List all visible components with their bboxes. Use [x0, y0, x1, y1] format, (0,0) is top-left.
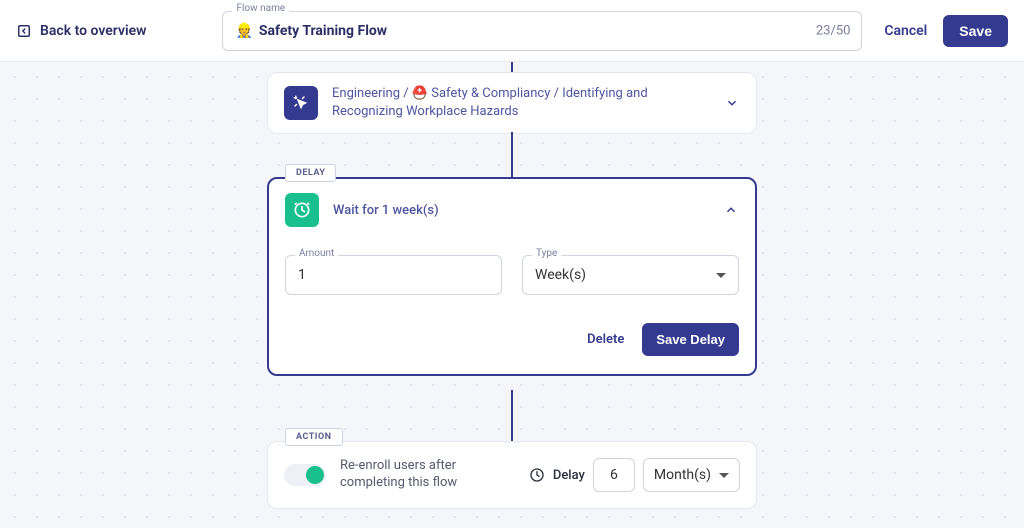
delay-header: Wait for 1 week(s): [269, 179, 755, 237]
amount-label: Amount: [295, 248, 338, 259]
amount-value: 1: [298, 267, 306, 283]
back-label: Back to overview: [40, 23, 146, 39]
amount-input[interactable]: 1: [285, 255, 502, 295]
type-label: Type: [532, 248, 561, 259]
amount-field[interactable]: Amount 1: [285, 255, 502, 295]
delay-value-input[interactable]: 6: [593, 458, 635, 492]
enroll-card[interactable]: Engineering / ⛑️ Safety & Compliancy / I…: [267, 72, 757, 134]
delay-unit: Month(s): [654, 467, 711, 483]
clock-small-icon: [529, 467, 545, 483]
flow-name-label: Flow name: [232, 3, 289, 14]
dropdown-icon: [716, 273, 726, 278]
enroll-row: Engineering / ⛑️ Safety & Compliancy / I…: [268, 73, 756, 133]
action-delay-controls: Delay 6 Month(s): [529, 458, 740, 492]
toggle-knob: [306, 466, 324, 484]
enroll-text: Engineering / ⛑️ Safety & Compliancy / I…: [332, 85, 710, 121]
header-actions: Cancel Save: [884, 15, 1008, 47]
delay-value: 6: [610, 467, 618, 483]
flow-name-emoji: 👷: [235, 23, 252, 39]
delay-card: Wait for 1 week(s) Amount 1 Type Week(s): [267, 177, 757, 376]
cancel-button[interactable]: Cancel: [884, 23, 927, 39]
chevron-up-icon[interactable]: [723, 202, 739, 218]
chevron-down-icon[interactable]: [724, 95, 740, 111]
helmet-icon: ⛑️: [412, 86, 428, 101]
action-text: Re-enroll users after completing this fl…: [340, 458, 515, 492]
delay-tag: DELAY: [285, 164, 336, 182]
action-tag: ACTION: [285, 428, 343, 446]
flow-name-field[interactable]: Flow name 👷 Safety Training Flow 23/50: [222, 11, 862, 51]
delay-fields: Amount 1 Type Week(s): [269, 237, 755, 303]
action-row: Re-enroll users after completing this fl…: [268, 442, 756, 508]
arrow-left-icon: [16, 23, 32, 39]
action-card: Re-enroll users after completing this fl…: [267, 441, 757, 509]
clock-icon: [285, 193, 319, 227]
flow-name-input[interactable]: 👷 Safety Training Flow: [222, 11, 862, 51]
delay-unit-select[interactable]: Month(s): [643, 458, 740, 492]
dropdown-icon: [719, 473, 729, 478]
cursor-click-icon: [284, 86, 318, 120]
connector-line: [511, 132, 513, 180]
delete-button[interactable]: Delete: [587, 332, 624, 347]
connector-line: [511, 390, 513, 445]
flow-name-counter: 23/50: [816, 23, 851, 38]
enroll-prefix: Engineering /: [332, 86, 412, 101]
save-button[interactable]: Save: [943, 15, 1008, 47]
back-to-overview-link[interactable]: Back to overview: [16, 23, 146, 39]
reenroll-toggle[interactable]: [284, 464, 326, 486]
type-field[interactable]: Type Week(s): [522, 255, 739, 295]
flow-name-value: Safety Training Flow: [259, 23, 387, 39]
delay-label: Delay: [553, 468, 585, 483]
type-value: Week(s): [535, 267, 586, 283]
page-header: Back to overview Flow name 👷 Safety Trai…: [0, 0, 1024, 62]
flow-canvas: Engineering / ⛑️ Safety & Compliancy / I…: [0, 62, 1024, 528]
type-select[interactable]: Week(s): [522, 255, 739, 295]
delay-actions: Delete Save Delay: [269, 303, 755, 360]
enroll-middle: Safety & Compliancy /: [428, 86, 562, 101]
save-delay-button[interactable]: Save Delay: [642, 323, 739, 356]
delay-title: Wait for 1 week(s): [333, 203, 709, 218]
